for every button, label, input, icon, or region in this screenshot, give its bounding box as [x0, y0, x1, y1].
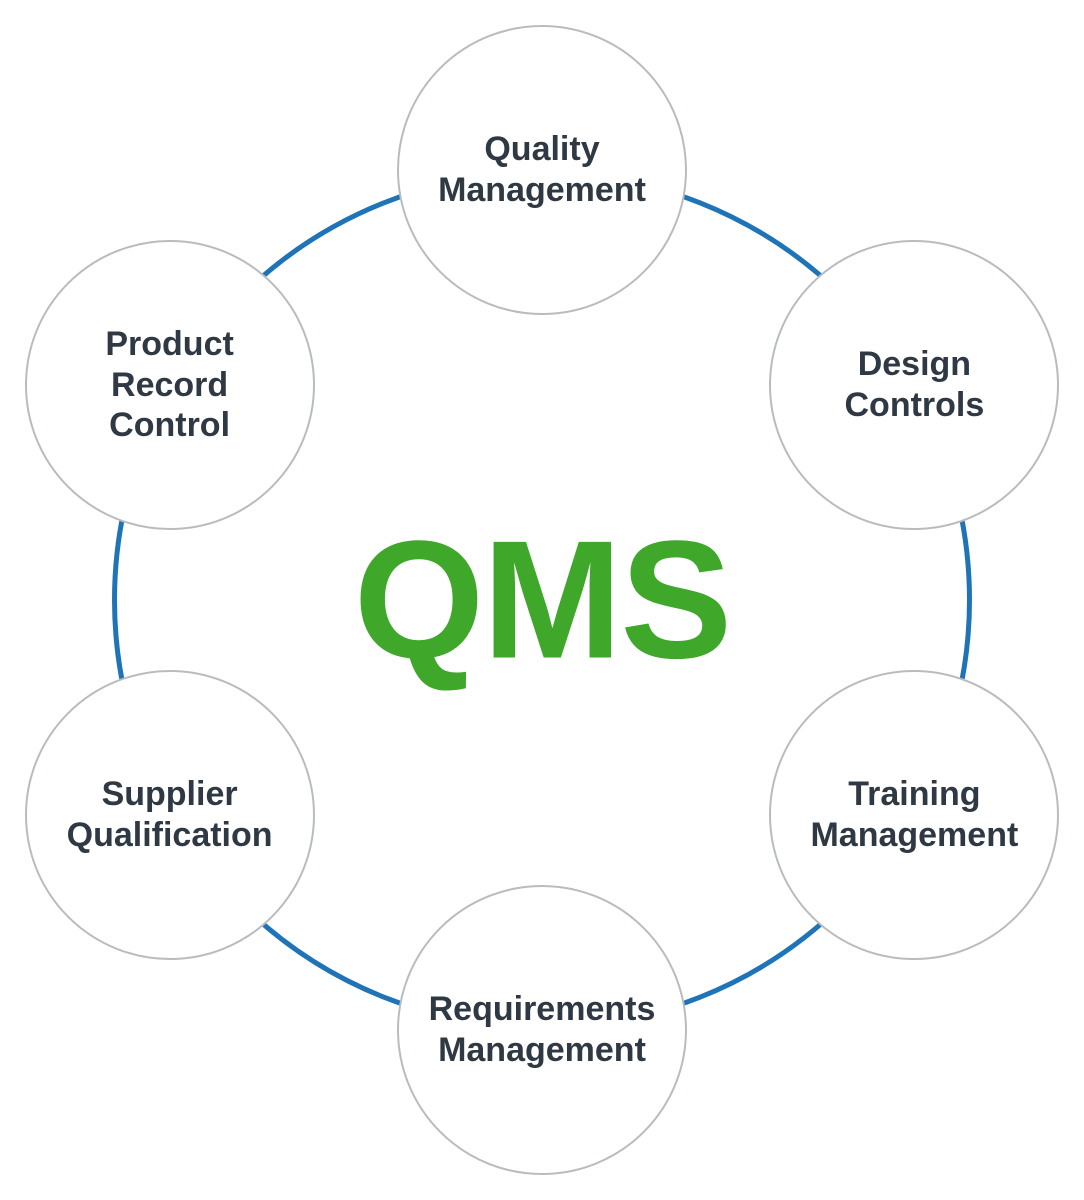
node-training-management: Training Management	[769, 670, 1059, 960]
node-supplier-qualification: Supplier Qualification	[25, 670, 315, 960]
node-quality-management: Quality Management	[397, 25, 687, 315]
node-design-controls: Design Controls	[769, 240, 1059, 530]
node-label: Training Management	[792, 774, 1036, 856]
node-label: Requirements Management	[411, 989, 674, 1071]
node-label: Design Controls	[827, 344, 1003, 426]
node-label: Supplier Qualification	[49, 774, 291, 856]
center-label: QMS	[354, 504, 731, 697]
qms-diagram: QMS Quality Management Design Controls T…	[0, 0, 1084, 1200]
node-product-record-control: Product Record Control	[25, 240, 315, 530]
node-label: Product Record Control	[87, 324, 251, 446]
node-label: Quality Management	[420, 129, 664, 211]
node-requirements-management: Requirements Management	[397, 885, 687, 1175]
